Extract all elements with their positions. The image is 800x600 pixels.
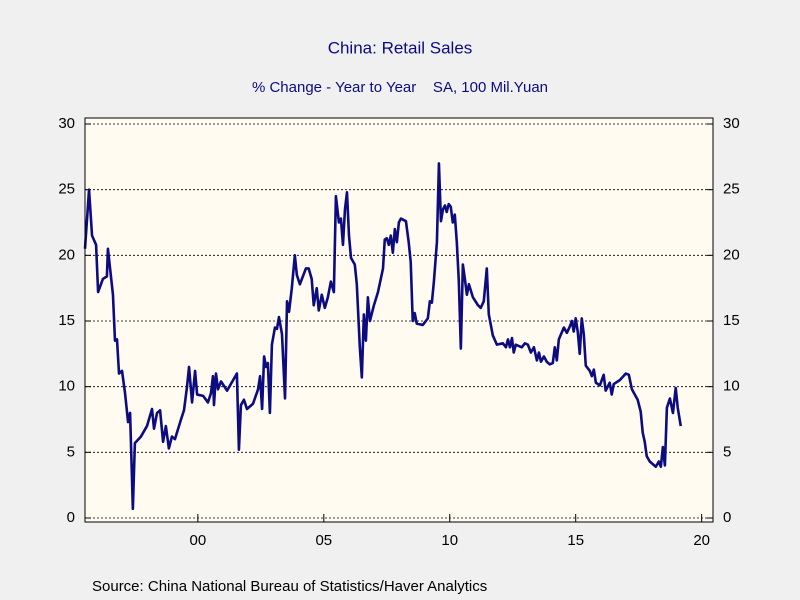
y2-tick-label: 5 [723, 443, 731, 460]
chart-subtitle: % Change - Year to Year SA, 100 Mil.Yuan [252, 79, 548, 96]
y-tick-label: 5 [67, 443, 75, 460]
y2-tick-label: 15 [723, 312, 740, 329]
chart-title: China: Retail Sales [328, 38, 473, 57]
x-tick-label: 20 [693, 532, 710, 549]
x-tick-label: 05 [315, 532, 332, 549]
y2-tick-label: 10 [723, 378, 740, 395]
y2-tick-label: 20 [723, 246, 740, 263]
source-note: Source: China National Bureau of Statist… [92, 578, 487, 595]
y-tick-label: 0 [67, 509, 75, 526]
y2-tick-label: 25 [723, 181, 740, 198]
y-tick-label: 10 [58, 378, 75, 395]
y2-tick-label: 30 [723, 115, 740, 132]
y-tick-label: 20 [58, 246, 75, 263]
plot-layer [83, 123, 713, 522]
data-line [83, 162, 683, 511]
x-tick-label: 15 [567, 532, 584, 549]
y-tick-label: 25 [58, 181, 75, 198]
plot-border [84, 117, 714, 523]
y2-tick-label: 0 [723, 509, 731, 526]
plot-area [85, 118, 713, 522]
x-tick-label: 10 [441, 532, 458, 549]
x-tick-label: 00 [190, 532, 207, 549]
y-tick-label: 15 [58, 312, 75, 329]
y-tick-label: 30 [58, 115, 75, 132]
